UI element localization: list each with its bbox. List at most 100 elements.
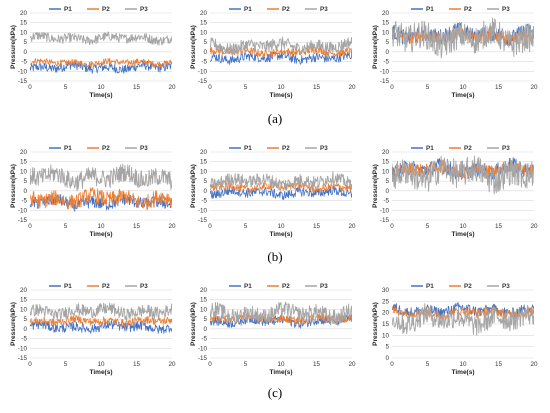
series-line-p2: [210, 313, 352, 325]
legend-label-p3: P3: [140, 145, 148, 152]
legend-label-p3: P3: [320, 145, 328, 152]
series-line-p3: [210, 171, 352, 190]
y-tick-label: 15: [200, 159, 208, 166]
x-tick-label: 15: [495, 223, 503, 230]
x-tick-label: 10: [277, 361, 285, 368]
legend-label-p2: P2: [282, 283, 290, 290]
x-tick-label: 20: [168, 84, 176, 91]
x-tick-label: 10: [97, 84, 105, 91]
y-tick-label: 0: [385, 188, 389, 195]
y-tick-label: 5: [23, 316, 27, 323]
y-tick-label: 5: [385, 178, 389, 185]
x-tick-label: 0: [390, 84, 394, 91]
y-tick-label: -15: [18, 217, 28, 224]
legend-label-p3: P3: [502, 283, 510, 290]
chart-c-2: -15 -10 -5 0 5 10 15 20 0 5 10 15 20 Time(s) Pressure(…: [190, 283, 356, 376]
series-line-p2: [30, 314, 172, 328]
x-tick-label: 15: [495, 361, 503, 368]
series-line-p3: [392, 303, 534, 336]
y-tick-label: 15: [382, 321, 390, 328]
y-tick-label: -5: [383, 59, 389, 66]
x-tick-label: 15: [313, 84, 321, 91]
x-tick-label: 20: [348, 223, 356, 230]
y-tick-label: -5: [21, 198, 27, 205]
y-tick-label: -10: [18, 345, 28, 352]
x-tick-label: 5: [426, 361, 430, 368]
x-axis-label: Time(s): [270, 231, 293, 238]
legend-label-p3: P3: [320, 283, 328, 290]
legend-label-p1: P1: [426, 6, 434, 13]
y-axis-label: Pressure(kPa): [190, 25, 197, 69]
y-tick-label: 20: [200, 149, 208, 156]
x-tick-label: 15: [133, 223, 141, 230]
y-tick-label: 5: [203, 178, 207, 185]
y-axis-label: Pressure(kPa): [190, 164, 197, 208]
series-line-p2: [30, 57, 172, 68]
legend-label-p1: P1: [64, 145, 72, 152]
y-tick-label: -15: [198, 78, 208, 85]
x-axis-label: Time(s): [452, 92, 475, 99]
y-axis-label: Pressure(kPa): [372, 164, 379, 208]
y-tick-label: -10: [198, 207, 208, 214]
legend-label-p2: P2: [102, 145, 110, 152]
chart-c-1: -15 -10 -5 0 5 10 15 20 0 5 10 15 20 Time(s) Pressure(…: [10, 283, 176, 376]
legend-label-p1: P1: [426, 283, 434, 290]
legend-label-p1: P1: [244, 145, 252, 152]
x-tick-label: 15: [495, 84, 503, 91]
y-tick-label: -5: [21, 59, 27, 66]
series-line-p2: [210, 46, 352, 58]
x-tick-label: 0: [390, 223, 394, 230]
y-tick-label: 10: [382, 29, 390, 36]
legend-label-p2: P2: [464, 6, 472, 13]
y-tick-label: -10: [198, 68, 208, 75]
x-tick-label: 20: [168, 361, 176, 368]
y-axis-label: Pressure(kPa): [10, 302, 17, 346]
y-tick-label: 15: [20, 297, 28, 304]
y-axis-label: Pressure(kPa): [372, 25, 379, 69]
legend-label-p1: P1: [244, 6, 252, 13]
y-tick-label: 15: [382, 20, 390, 27]
series-line-p2: [392, 306, 534, 320]
x-axis-label: Time(s): [90, 92, 113, 99]
y-axis-label: Pressure(kPa): [190, 302, 197, 346]
x-tick-label: 15: [133, 361, 141, 368]
series-line-p1: [210, 51, 352, 65]
y-tick-label: 20: [382, 149, 390, 156]
x-tick-label: 0: [390, 361, 394, 368]
x-tick-label: 10: [277, 84, 285, 91]
x-tick-label: 0: [28, 223, 32, 230]
x-axis-label: Time(s): [270, 369, 293, 376]
y-tick-label: -15: [380, 217, 390, 224]
legend-label-p3: P3: [140, 6, 148, 13]
legend-label-p1: P1: [244, 283, 252, 290]
y-tick-label: 0: [23, 326, 27, 333]
x-tick-label: 5: [64, 84, 68, 91]
chart-a-1: -15 -10 -5 0 5 10 15 20 0 5 10 15 20 Time(s) Pressure(…: [10, 6, 176, 99]
x-tick-label: 10: [459, 223, 467, 230]
y-tick-label: -15: [380, 78, 390, 85]
y-tick-label: 10: [382, 168, 390, 175]
x-tick-label: 10: [97, 361, 105, 368]
x-axis-label: Time(s): [452, 231, 475, 238]
y-tick-label: 0: [203, 326, 207, 333]
y-tick-label: 30: [382, 287, 390, 294]
legend-label-p2: P2: [282, 145, 290, 152]
x-tick-label: 10: [97, 223, 105, 230]
x-axis-label: Time(s): [270, 92, 293, 99]
chart-b-1: -15 -10 -5 0 5 10 15 20 0 5 10 15 20 Time(s) Pressure(…: [10, 145, 176, 238]
series-line-p3: [30, 302, 172, 322]
y-tick-label: 0: [203, 188, 207, 195]
y-tick-label: 10: [382, 332, 390, 339]
y-tick-label: 15: [200, 297, 208, 304]
x-tick-label: 0: [28, 361, 32, 368]
y-tick-label: -5: [383, 198, 389, 205]
x-tick-label: 5: [426, 223, 430, 230]
x-tick-label: 20: [348, 84, 356, 91]
chart-a-3: -15 -10 -5 0 5 10 15 20 0 5 10 15 20 Time(s) Pressure(…: [372, 6, 538, 99]
y-tick-label: 0: [203, 49, 207, 56]
chart-b-2: -15 -10 -5 0 5 10 15 20 0 5 10 15 20 Time(s) Pressure(…: [190, 145, 356, 238]
x-tick-label: 20: [530, 223, 538, 230]
legend-label-p2: P2: [282, 6, 290, 13]
x-tick-label: 20: [530, 361, 538, 368]
